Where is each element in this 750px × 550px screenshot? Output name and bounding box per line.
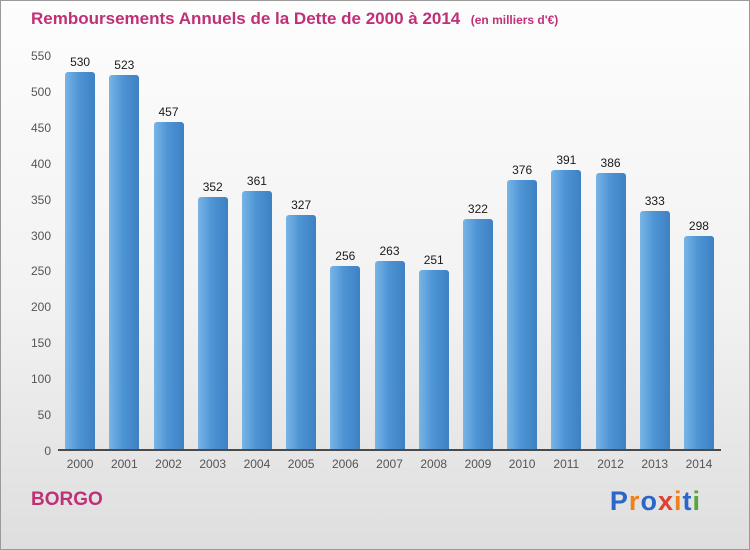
x-axis-label: 2009 xyxy=(464,457,492,471)
y-axis-label: 300 xyxy=(30,228,51,243)
bar-column: 386 xyxy=(588,56,632,449)
x-axis-label: 2010 xyxy=(508,457,536,471)
bar xyxy=(286,215,317,449)
x-axis-label: 2000 xyxy=(66,457,94,471)
bar xyxy=(418,269,449,449)
logo-letter: x xyxy=(657,486,674,516)
bar-column: 251 xyxy=(412,56,456,449)
bar xyxy=(153,122,184,449)
bar-value-label: 530 xyxy=(70,55,91,69)
x-axis-label: 2007 xyxy=(376,457,403,471)
bar xyxy=(330,266,361,449)
y-axis-label: 550 xyxy=(30,49,51,63)
logo-letter: r xyxy=(628,486,641,516)
logo-letter: i xyxy=(673,486,683,516)
bar-value-label: 263 xyxy=(379,244,400,259)
bar-value-label: 333 xyxy=(644,194,665,209)
bar-value-label: 391 xyxy=(556,152,577,167)
x-axis-label: 2013 xyxy=(641,457,669,471)
bar xyxy=(462,218,493,449)
bar-value-label: 361 xyxy=(246,174,267,189)
bar-value-label: 327 xyxy=(291,198,312,213)
bar xyxy=(197,197,228,449)
bar-column: 376 xyxy=(500,56,544,449)
bar-column: 352 xyxy=(191,56,235,449)
chart-header: Remboursements Annuels de la Dette de 20… xyxy=(31,9,558,29)
bar-column: 530 xyxy=(58,56,102,449)
y-axis-label: 0 xyxy=(44,444,51,458)
logo-letter: P xyxy=(609,486,629,516)
bar-value-label: 322 xyxy=(467,201,488,216)
bar xyxy=(65,72,96,449)
chart-title: Remboursements Annuels de la Dette de 20… xyxy=(31,9,461,28)
logo-letter: o xyxy=(640,486,658,516)
y-axis-label: 500 xyxy=(30,84,51,99)
bar xyxy=(683,236,714,449)
x-axis-label: 2014 xyxy=(685,457,713,471)
y-axis: 0 50 100 150 200 250 300 350 400 450 500 550 xyxy=(1,50,51,457)
chart-subtitle: (en milliers d'€) xyxy=(470,13,559,27)
bar xyxy=(551,169,582,449)
bars-container: 530 523 457 352 361 327 256 263 251 322 376 391 386 3… xyxy=(58,56,721,449)
x-axis-label: 2005 xyxy=(287,457,315,471)
y-axis-label: 400 xyxy=(30,156,51,171)
x-axis-label: 2001 xyxy=(110,457,138,471)
bar xyxy=(507,180,538,449)
x-axis-label: 2003 xyxy=(199,457,227,471)
bar-value-label: 251 xyxy=(423,252,444,267)
bar-column: 523 xyxy=(102,56,146,449)
bar-value-label: 376 xyxy=(512,163,533,178)
bar-value-label: 523 xyxy=(114,58,135,73)
y-axis-label: 100 xyxy=(30,372,51,387)
logo-letter: t xyxy=(682,486,693,516)
y-axis-label: 200 xyxy=(30,300,51,315)
x-axis-label: 2006 xyxy=(331,457,359,471)
bar-value-label: 457 xyxy=(158,105,179,120)
y-axis-label: 50 xyxy=(37,408,51,423)
x-axis-label: 2011 xyxy=(553,457,580,471)
logo-letter: i xyxy=(692,486,701,516)
bar-column: 327 xyxy=(279,56,323,449)
x-axis-label: 2012 xyxy=(597,457,624,471)
bar-value-label: 256 xyxy=(335,249,356,264)
bar xyxy=(595,173,626,449)
commune-name: BORGO xyxy=(31,489,103,510)
bar-value-label: 386 xyxy=(600,156,621,171)
bar-column: 391 xyxy=(544,56,588,449)
bar-column: 333 xyxy=(633,56,677,449)
bar-column: 298 xyxy=(677,56,721,449)
x-axis-label: 2004 xyxy=(243,457,271,471)
bar xyxy=(241,191,272,449)
x-axis-label: 2008 xyxy=(420,457,448,471)
bar-column: 263 xyxy=(367,56,411,449)
bar-value-label: 298 xyxy=(688,219,709,234)
bar-column: 457 xyxy=(146,56,190,449)
proxiti-logo[interactable]: Proxiti xyxy=(610,486,701,517)
bar xyxy=(109,75,140,449)
bar xyxy=(374,261,405,449)
y-axis-label: 450 xyxy=(30,120,51,135)
bar-column: 361 xyxy=(235,56,279,449)
y-axis-label: 250 xyxy=(30,264,51,279)
y-axis-label: 350 xyxy=(30,192,51,207)
x-axis-label: 2002 xyxy=(155,457,182,471)
bar xyxy=(639,211,670,449)
bar-column: 256 xyxy=(323,56,367,449)
y-axis-label: 150 xyxy=(30,336,51,351)
bar-column: 322 xyxy=(456,56,500,449)
x-axis: 2000 2001 2002 2003 2004 2005 2006 2007 2008 2009… xyxy=(58,457,721,471)
bar-value-label: 352 xyxy=(202,180,223,195)
plot-area: 530 523 457 352 361 327 256 263 251 322 376 391 386 3… xyxy=(58,56,721,451)
